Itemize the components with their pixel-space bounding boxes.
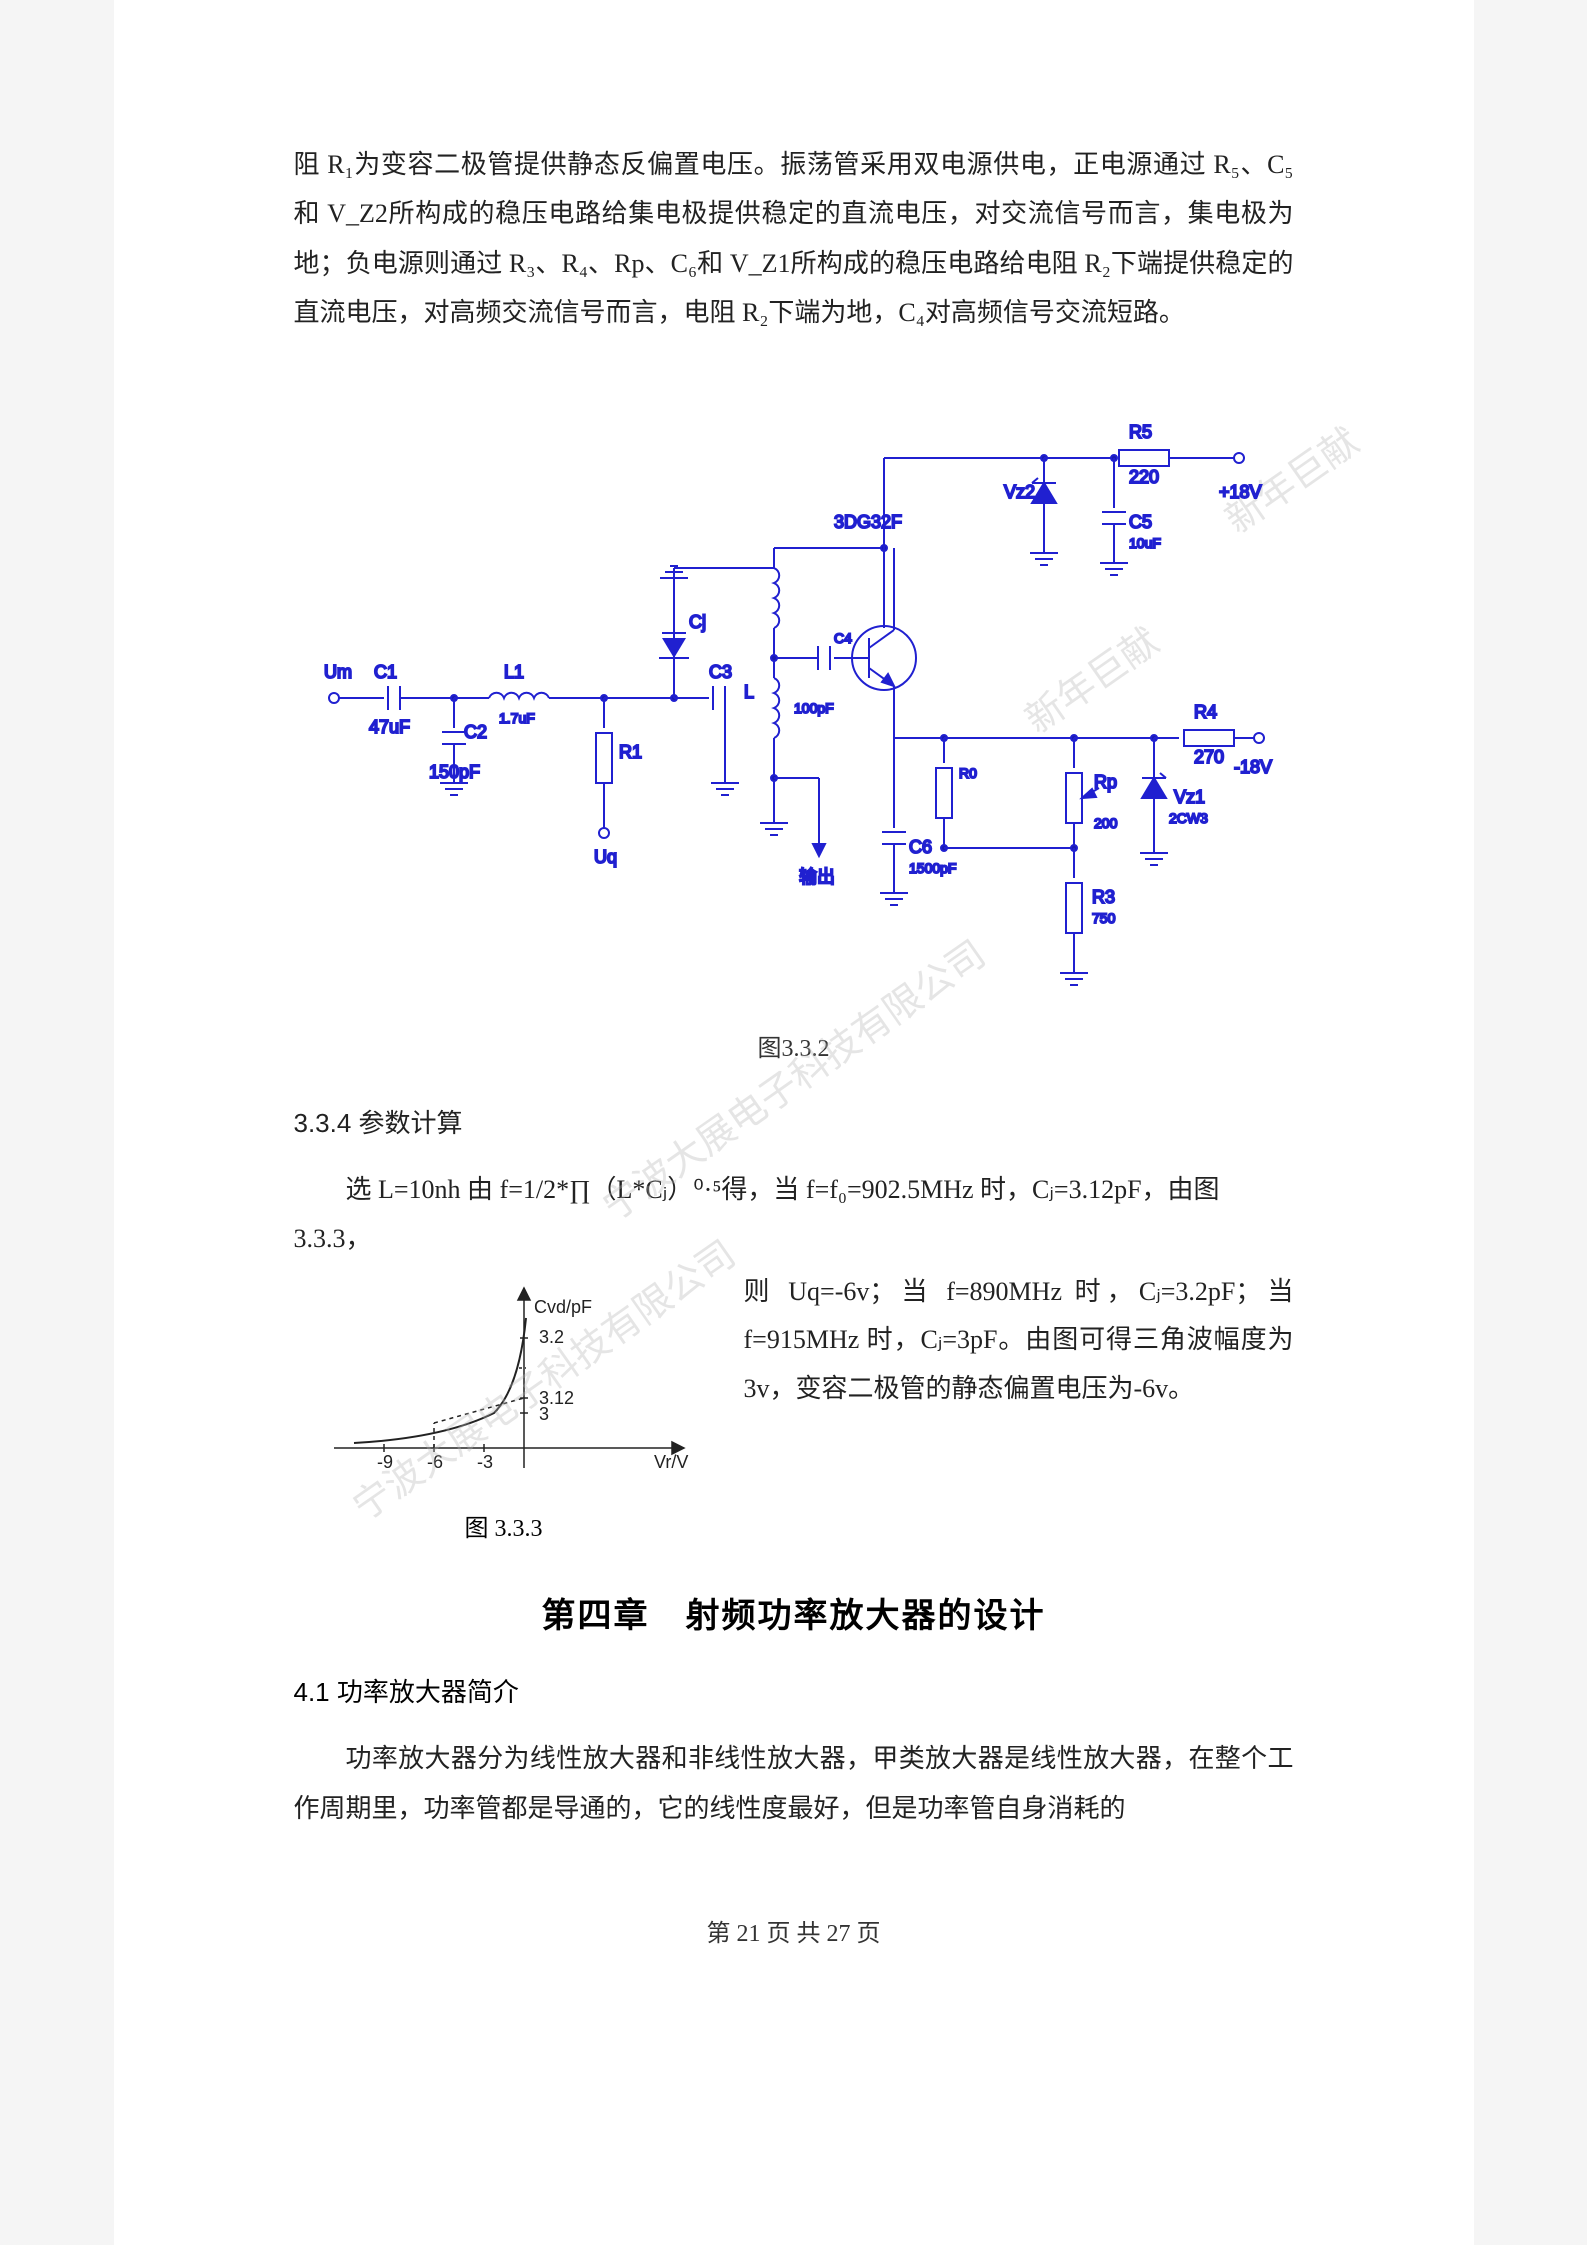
label-um: Um <box>324 662 352 682</box>
graph-xlabel: Vr/V <box>654 1452 688 1472</box>
circuit-diagram: C1 47uF Um C2 150pF L1 1.7u <box>314 398 1274 1018</box>
graph-ylabel: Cvd/pF <box>534 1297 592 1317</box>
label-r5: R5 <box>1129 422 1152 442</box>
label-vz2: Vz2 <box>1004 482 1035 502</box>
label-p18v: +18V <box>1219 482 1262 502</box>
label-c3: C3 <box>709 662 732 682</box>
label-r4: R4 <box>1194 702 1217 722</box>
intro-paragraph: 阻 R₁为变容二极管提供静态反偏置电压。振荡管采用双电源供电，正电源通过 R₅、… <box>294 140 1294 338</box>
label-n18v: -18V <box>1234 757 1272 777</box>
label-r1: R1 <box>619 742 642 762</box>
label-l: L <box>744 682 754 702</box>
label-c1: C1 <box>374 662 397 682</box>
section-334-heading: 3.3.4 参数计算 <box>294 1103 1294 1140</box>
graph-xtick-9: -9 <box>377 1452 393 1472</box>
label-r3: R3 <box>1092 887 1115 907</box>
graph-xtick-6: -6 <box>427 1452 443 1472</box>
label-cj: Cj <box>689 612 706 632</box>
section-41-paragraph: 功率放大器分为线性放大器和非线性放大器，甲类放大器是线性放大器，在整个工作周期里… <box>294 1734 1294 1833</box>
graph-xtick-3: -3 <box>477 1452 493 1472</box>
label-output: 输出 <box>799 867 835 887</box>
label-transistor: 3DG32F <box>834 512 902 532</box>
label-rp: Rp <box>1094 772 1117 792</box>
figure-caption-333: 图 3.3.3 <box>294 1508 714 1543</box>
section-41-heading: 4.1 功率放大器简介 <box>294 1672 1294 1709</box>
label-l1: L1 <box>504 662 524 682</box>
label-c4-val: 100pF <box>794 700 834 716</box>
label-c1-val: 47uF <box>369 717 410 737</box>
label-r0: R0 <box>959 765 977 781</box>
graph-side-text: 则 Uq=-6v；当 f=890MHz 时，Cⱼ=3.2pF；当 f=915MH… <box>744 1268 1294 1543</box>
label-c6: C6 <box>909 837 932 857</box>
graph-333-svg: Cvd/pF 3.2 3.12 3 -9 -6 -3 Vr/V <box>294 1268 714 1498</box>
label-r5-val: 220 <box>1129 467 1159 487</box>
graph-ytick-3: 3 <box>539 1404 549 1424</box>
label-vz1-val: 2CW3 <box>1169 810 1208 826</box>
label-r4-val: 270 <box>1194 747 1224 767</box>
label-vz1: Vz1 <box>1174 787 1205 807</box>
graph-333: Cvd/pF 3.2 3.12 3 -9 -6 -3 Vr/V 图 3.3.3 <box>294 1268 714 1543</box>
label-c5-val: 10uF <box>1129 535 1161 551</box>
label-c2: C2 <box>464 722 487 742</box>
calc-line-1: 选 L=10nh 由 f=1/2*∏（L*Cⱼ）⁰·⁵得，当 f=f₀=902.… <box>294 1165 1294 1264</box>
label-l1-val: 1.7uF <box>499 710 535 726</box>
chapter-4-title: 第四章 射频功率放大器的设计 <box>294 1588 1294 1637</box>
circuit-diagram-container: C1 47uF Um C2 150pF L1 1.7u <box>294 398 1294 1018</box>
graph-ytick-32: 3.2 <box>539 1327 564 1347</box>
label-c5: C5 <box>1129 512 1152 532</box>
page-footer: 第 21 页 共 27 页 <box>294 1913 1294 1948</box>
circuit-svg: C1 47uF Um C2 150pF L1 1.7u <box>314 398 1274 1018</box>
figure-caption-332: 图3.3.2 <box>294 1028 1294 1063</box>
label-c6-val: 1500pF <box>909 860 956 876</box>
label-c4: C4 <box>834 630 852 646</box>
label-rp-val: 200 <box>1094 815 1118 831</box>
label-r3-val: 750 <box>1092 910 1116 926</box>
label-uq: Uq <box>594 847 617 867</box>
